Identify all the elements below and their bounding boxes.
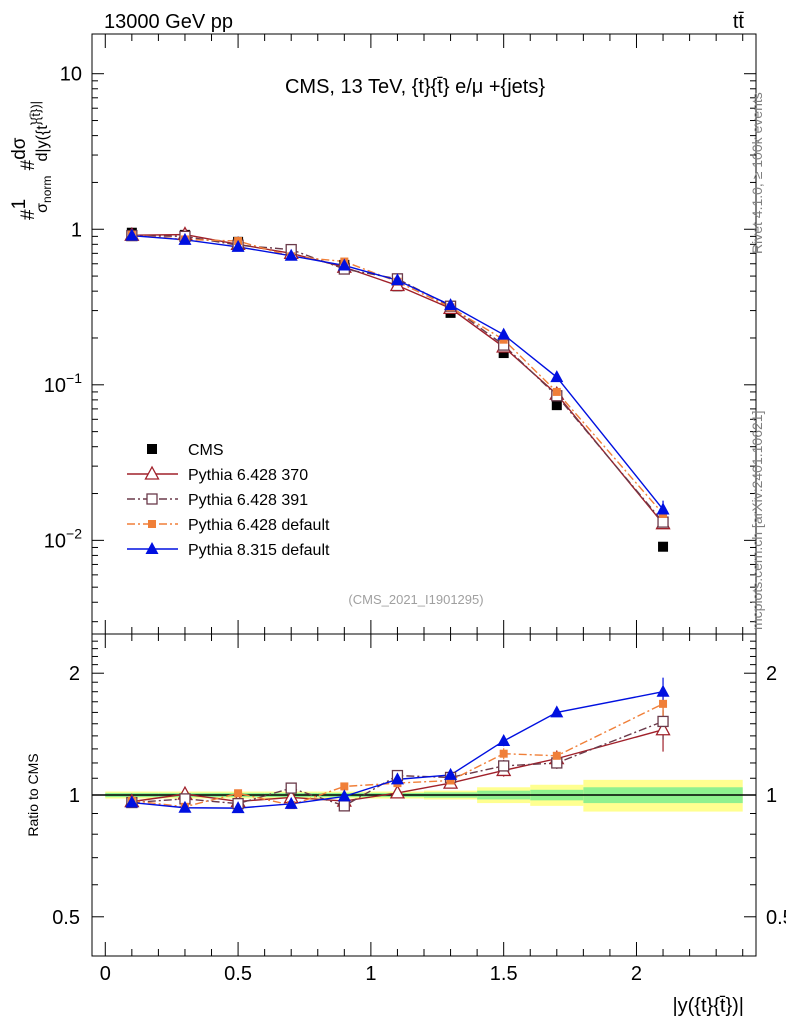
ratio-series-line: [131, 703, 664, 808]
x-tick-label: 2: [631, 963, 642, 985]
legend-label: Pythia 6.428 370: [188, 467, 308, 484]
x-axis-label: |y({t}{t̄})|: [672, 995, 744, 1017]
ratio-y-axis-label: Ratio to CMS: [25, 753, 41, 836]
main-data-point: [499, 335, 508, 344]
ratio-data-point: [444, 767, 458, 780]
main-y-axis-label-text: #1 σnorm #dσ d|y({t}{t̄})|: [9, 101, 54, 220]
main-data-point: [552, 387, 561, 396]
main-series-group: [124, 226, 671, 552]
ratio-data-point: [285, 782, 297, 794]
legend-label: CMS: [188, 442, 224, 459]
x-tick-label: 0.5: [224, 963, 252, 985]
legend: CMS Pythia 6.428 370 Pythia 6.428 391 Pythi…: [127, 442, 330, 559]
ratio-data-point: [389, 784, 406, 799]
ratio-data-point: [284, 796, 298, 809]
main-y-tick-label: 10−1: [44, 370, 82, 397]
main-y-tick-label: 10: [60, 64, 82, 86]
ratio-data-point: [231, 801, 245, 814]
ratio-y-tick-label-right: 2: [766, 663, 777, 685]
main-data-point: [658, 541, 669, 552]
ratio-series-line: [131, 729, 664, 803]
ratio-data-point: [655, 721, 671, 736]
legend-entry: Pythia 6.428 391: [127, 492, 308, 509]
main-series-line: [131, 234, 664, 523]
ratio-data-point: [340, 782, 349, 791]
main-y-tick-label: 1: [71, 219, 82, 241]
ratio-series-group: [124, 677, 671, 814]
main-data-point: [125, 228, 139, 241]
x-tick-label: 1.5: [490, 963, 518, 985]
ratio-data-point: [178, 800, 192, 813]
ratio-y-tick-label-right: 0.5: [766, 907, 786, 929]
legend-marker: [145, 542, 159, 554]
ratio-y-tick-label: 2: [69, 663, 80, 685]
ratio-data-point: [497, 733, 511, 746]
main-series-line: [131, 234, 664, 510]
main-data-point: [551, 400, 562, 411]
x-tick-label: 1: [365, 963, 376, 985]
ratio-data-point: [125, 795, 139, 808]
ratio-data-point: [338, 800, 350, 812]
analysis-watermark: (CMS_2021_I1901295): [348, 592, 483, 607]
process-label: tt̄: [733, 11, 745, 33]
ratio-data-point: [390, 772, 404, 785]
legend-marker: [148, 520, 156, 528]
legend-marker: [144, 465, 160, 480]
ratio-data-point: [446, 776, 455, 785]
legend-entry: CMS: [147, 442, 224, 459]
main-y-tick-label: 10−2: [44, 525, 82, 552]
main-data-point: [337, 258, 351, 271]
legend-marker: [146, 493, 158, 505]
ratio-data-point: [552, 751, 561, 760]
legend-entry: Pythia 8.315 default: [127, 542, 330, 559]
legend-label: Pythia 6.428 default: [188, 517, 330, 534]
rivet-label: Rivet 4.1.0, ≥ 100k events: [749, 92, 765, 254]
ratio-y-tick-label: 0.5: [52, 907, 80, 929]
ratio-y-tick-label-right: 1: [766, 785, 777, 807]
x-tick-label: 0: [100, 963, 111, 985]
ratio-series-line: [131, 691, 664, 809]
ratio-data-point: [499, 749, 508, 758]
main-y-axis-label: #1 σnorm #dσ d|y({t}{t̄})|: [9, 101, 54, 220]
main-data-point: [498, 348, 509, 359]
main-data-point: [550, 370, 564, 383]
main-data-point: [656, 502, 670, 515]
main-data-point: [178, 232, 192, 245]
legend-entry: Pythia 6.428 default: [127, 517, 330, 534]
legend-entry: Pythia 6.428 370: [127, 465, 308, 484]
ratio-data-point: [656, 684, 670, 697]
ratio-data-point: [498, 760, 510, 772]
main-data-point: [657, 516, 669, 528]
main-data-point: [284, 248, 298, 261]
legend-marker: [147, 444, 157, 454]
ratio-y-tick-label: 1: [69, 785, 80, 807]
ratio-data-point: [550, 705, 564, 718]
main-data-point: [390, 273, 404, 286]
mcplots-label: mcplots.cern.ch [arXiv:2401.10621]: [749, 411, 765, 630]
legend-label: Pythia 6.428 391: [188, 492, 308, 509]
main-data-point: [231, 239, 245, 252]
chart-title: CMS, 13 TeV, {t}{t̄} e/μ +{jets}: [285, 76, 545, 98]
energy-label: 13000 GeV pp: [104, 11, 233, 33]
legend-label: Pythia 8.315 default: [188, 542, 330, 559]
main-data-point: [444, 298, 458, 311]
ratio-data-point: [337, 789, 351, 802]
axes-ticks: 10 1 10−1 10−2 2 2 1 1 0.5 0.5 0 0.5 1 1.5 2: [44, 34, 786, 985]
main-data-point: [497, 327, 511, 340]
ratio-data-point: [234, 789, 243, 798]
ratio-data-point: [659, 699, 668, 708]
ratio-data-point: [657, 715, 669, 728]
main-series-line: [131, 234, 664, 515]
